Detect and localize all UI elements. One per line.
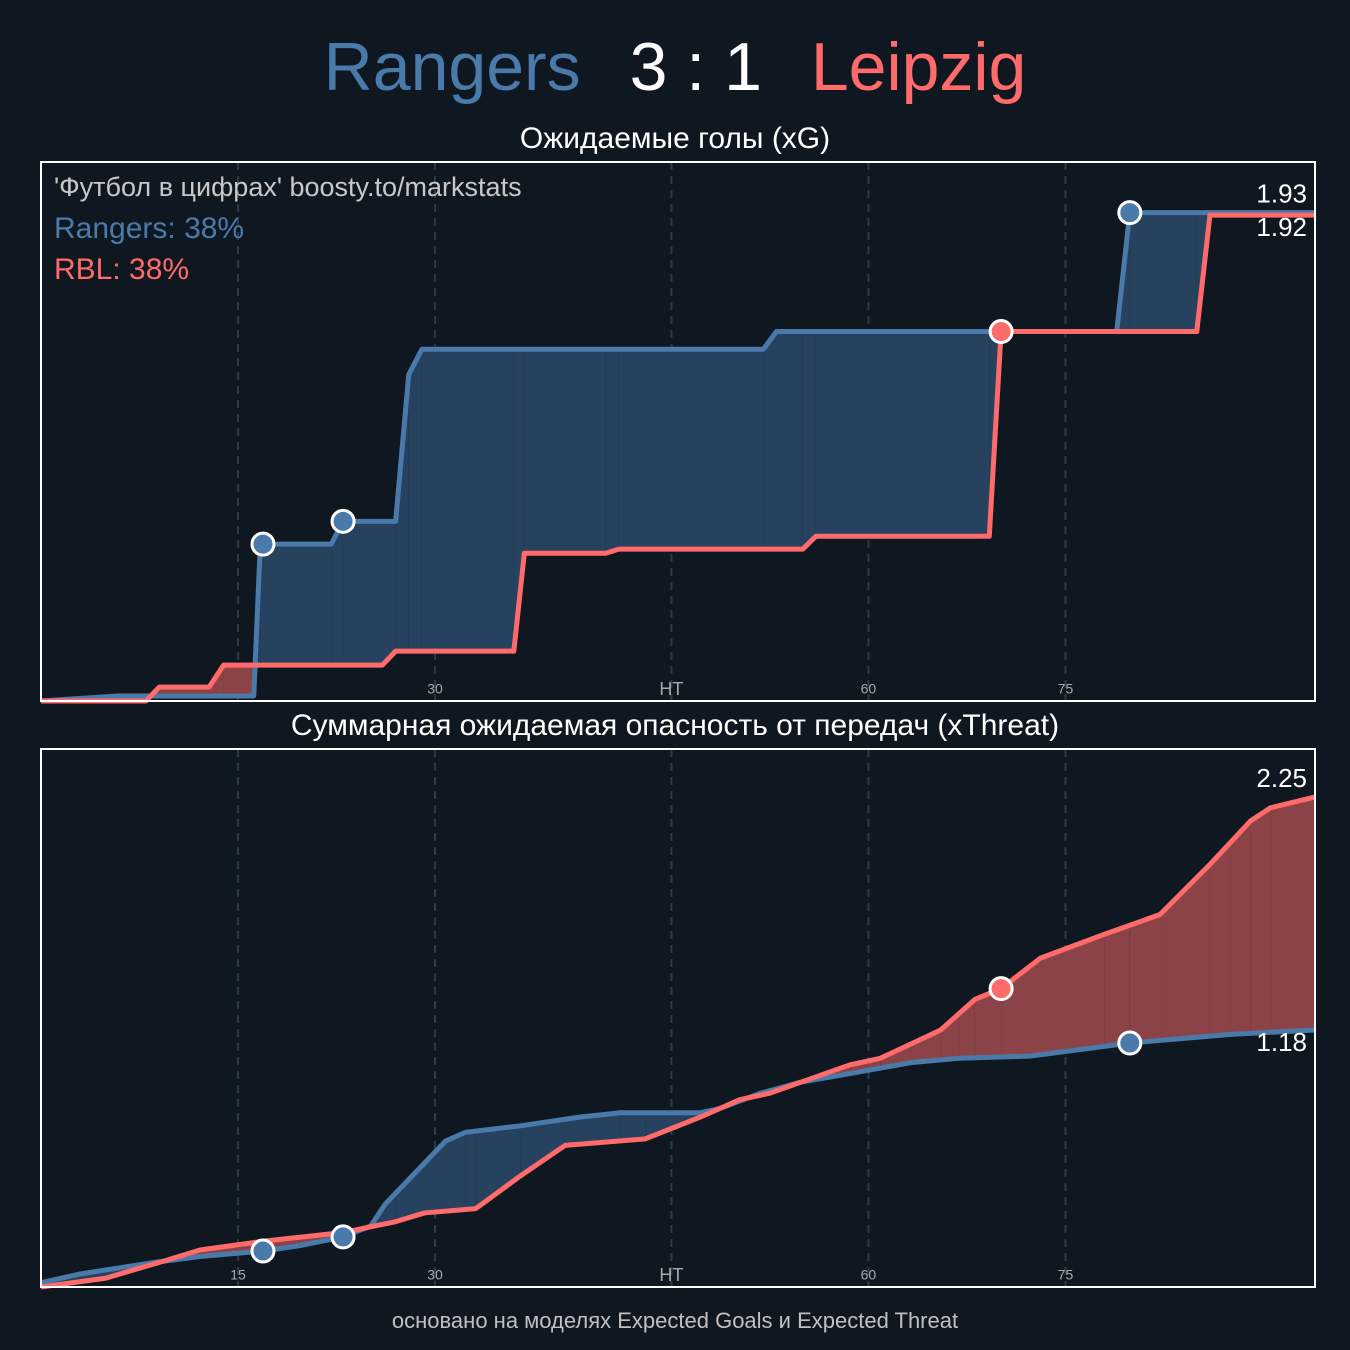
series-line [41,212,1315,704]
x-tick-label: 75 [1058,681,1074,697]
gap-fill-piece [343,521,383,666]
gap-fill-piece [475,1125,521,1209]
end-value-label: 2.25 [1256,763,1307,793]
footer: основано на моделях Expected Goals и Exp… [392,1308,958,1333]
end-value-label: 1.93 [1256,178,1307,208]
goal-marker [330,1224,356,1250]
annotation: 'Футбол в цифрах' boosty.to/markstats [54,172,522,202]
goal-marker [1117,200,1143,226]
chart-title: Ожидаемые голы (xG) [520,122,830,155]
plot-frame [40,748,1316,1288]
gap-fill-piece [1129,914,1161,1044]
gap-fill-piece [974,988,1002,1058]
gap-fill-piece [1250,807,1271,1034]
gap-fill-piece [618,349,764,550]
gap-fill-piece [565,1117,580,1146]
gap-fill-piece [1104,925,1130,1047]
gap-fill-piece [959,999,975,1059]
gap-fill-piece [331,521,344,666]
gap-fill-piece [802,331,816,550]
goal-marker [988,319,1014,345]
gap-fill-piece [1129,212,1197,332]
x-tick-label: 60 [861,1267,877,1283]
gap-fill-piece [776,331,803,550]
plot-frame [40,161,1316,702]
gap-fill-piece [421,349,514,652]
gap-fill-piece [223,665,254,696]
gap-fill-piece [520,1119,566,1176]
gap-fill-piece [579,1112,621,1145]
gap-fill-piece [1230,820,1251,1035]
annotation: Rangers: 38% [54,212,244,245]
gap-fill-piece [1029,958,1041,1057]
x-tick-label: HT [659,679,683,699]
chart-title: Суммарная ожидаемая опасность от передач… [291,709,1059,742]
gap-fill-piece [1209,841,1231,1037]
gap-fill-piece [910,1029,941,1063]
goal-marker [250,1238,276,1264]
x-tick-label: 60 [861,681,877,697]
goal-marker [988,976,1014,1002]
x-tick-label: 30 [427,1267,443,1283]
gap-fill-piece [1270,796,1315,1033]
gap-fill-piece [382,521,396,666]
gap-fill-piece [524,349,606,554]
gap-fill-piece [1040,934,1105,1055]
gap-fill-piece [260,544,332,666]
goal-marker [1117,1030,1143,1056]
gap-fill-piece [445,1132,466,1212]
x-tick-label: HT [659,1265,683,1285]
gap-fill-piece [395,1163,425,1222]
end-value-label: 1.92 [1256,212,1307,242]
gap-fill-piece [940,1013,960,1060]
home-team: Rangers [324,29,581,105]
gap-fill-piece [620,1112,646,1141]
goal-marker [330,508,356,534]
score: 3 : 1 [630,29,762,105]
x-tick-label: 30 [427,681,443,697]
x-tick-label: 75 [1058,1267,1074,1283]
gap-fill-piece [465,1131,476,1210]
annotation: RBL: 38% [54,253,189,286]
gap-fill-piece [815,331,990,537]
series-line [40,794,1316,1290]
gap-fill-piece [385,1193,396,1224]
gap-fill-piece [395,374,409,652]
end-value-label: 1.18 [1256,1027,1307,1057]
gap-fill-piece [408,349,422,652]
match-title: Rangers 3 : 1 Leipzig [324,29,1027,105]
x-tick-label: 15 [230,1267,246,1283]
away-team: Leipzig [811,29,1027,105]
gap-fill-piece [763,331,777,550]
goal-marker [250,531,276,557]
gap-fill-piece [605,349,619,554]
gap-fill-piece [1160,864,1210,1041]
